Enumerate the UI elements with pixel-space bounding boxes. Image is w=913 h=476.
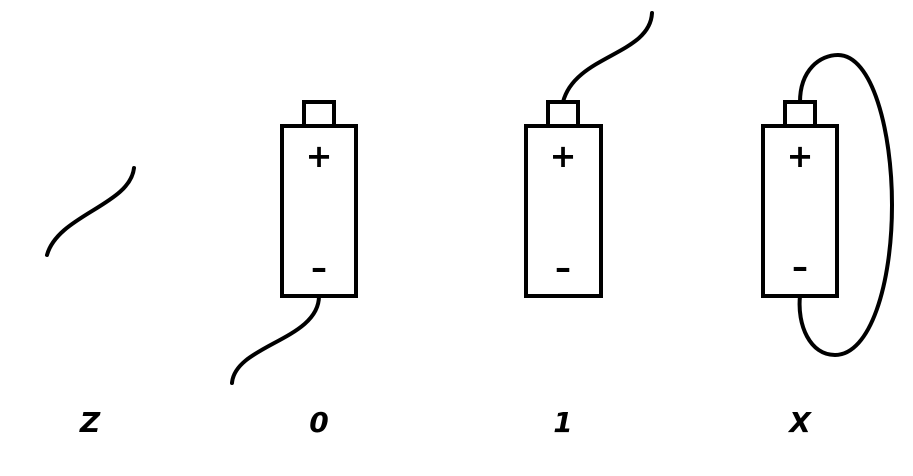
panel-z: Z: [45, 166, 136, 439]
label-z: Z: [79, 406, 101, 439]
battery-terminal-cap: [783, 100, 817, 128]
panel-1: + – 1: [524, 11, 654, 439]
label-1: 1: [553, 406, 572, 439]
battery-terminal-cap: [546, 100, 580, 128]
wire-from-negative: [230, 294, 321, 385]
battery-negative-sign: –: [311, 249, 327, 287]
battery-positive-sign: +: [787, 137, 814, 175]
battery-body: [524, 124, 603, 298]
label-0: 0: [309, 406, 328, 439]
wire-short-circuit-loop: [797, 52, 895, 358]
battery-positive-sign: +: [550, 137, 577, 175]
battery-negative-sign: –: [792, 248, 808, 286]
battery-negative-sign: –: [555, 249, 571, 287]
floating-wire: [45, 166, 136, 257]
panel-0: + – 0: [230, 100, 358, 439]
battery-terminal-cap: [302, 100, 336, 128]
label-x: X: [787, 406, 812, 439]
wire-from-positive: [561, 11, 654, 104]
battery-positive-sign: +: [306, 137, 333, 175]
panel-x: + – X: [761, 52, 895, 439]
